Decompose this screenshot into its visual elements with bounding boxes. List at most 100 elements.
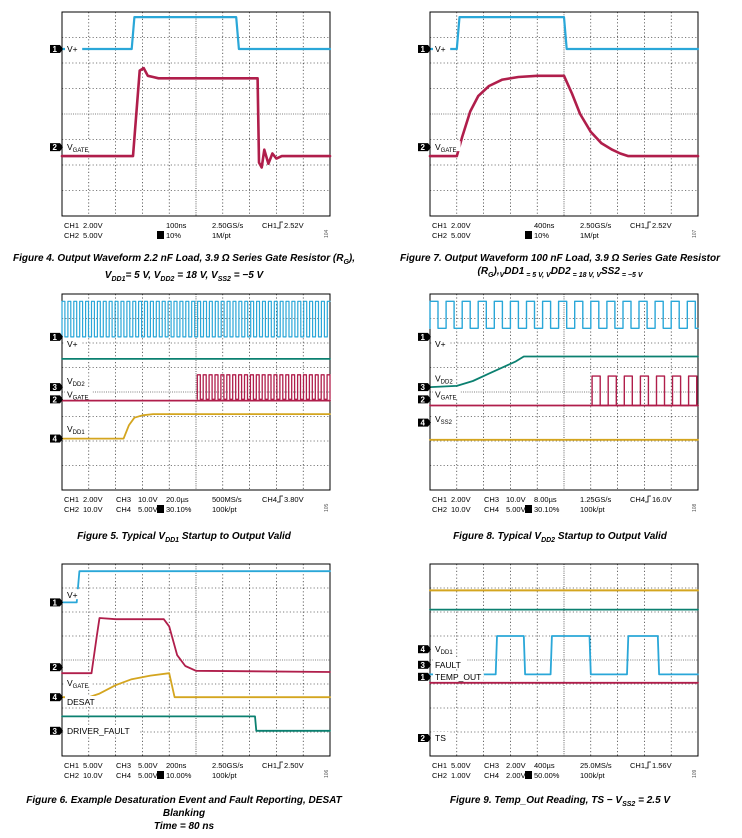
channel-label-background xyxy=(65,388,93,399)
channel-marker-number: 3 xyxy=(421,661,426,670)
caption-text: SS2 xyxy=(601,266,620,277)
status-readout: 2.00V xyxy=(506,771,526,780)
channel-marker-1 xyxy=(50,598,60,607)
channel-marker-number: 1 xyxy=(421,673,426,682)
graticule-frame xyxy=(61,11,331,217)
channel-label: VDD2 xyxy=(67,376,85,388)
grid xyxy=(62,12,330,216)
channel-label: V+ xyxy=(67,44,78,54)
status-readout: 5.00V xyxy=(138,771,158,780)
channel-marker-number: 1 xyxy=(53,598,58,607)
channel-marker-number: 2 xyxy=(421,734,426,743)
channel-label: DRIVER_FAULT xyxy=(67,726,130,736)
trigger-edge-icon xyxy=(277,761,283,769)
status-readout: 100k/pt xyxy=(580,771,606,780)
status-readout: 10.0V xyxy=(83,505,103,514)
channel-marker-arrow xyxy=(428,734,431,742)
caption-text: Time = 80 ns xyxy=(153,821,215,832)
trace-magenta-3 xyxy=(591,375,699,407)
trace-gold-4 xyxy=(61,413,331,440)
scope-plot-fig8: 1 3 2 4 V+ VDD2 VGATE VSS2 CH1 2.00V CH3 10.0V 8.00µ… xyxy=(418,293,699,514)
channel-label: VDD1 xyxy=(435,644,453,656)
caption-text: Figure 5. Typical V xyxy=(77,531,166,542)
graticule-frame xyxy=(429,293,699,491)
status-readout: 1M/pt xyxy=(212,231,232,240)
trace-magenta-3 xyxy=(196,374,331,400)
channel-marker-arrow xyxy=(60,693,63,702)
channel-marker-number: 1 xyxy=(53,333,58,342)
channel-label-background xyxy=(433,42,451,53)
status-readout: CH1 xyxy=(64,221,79,230)
status-readout: 100ns xyxy=(166,221,187,230)
channel-label-background xyxy=(65,338,83,349)
status-readout: CH1 xyxy=(262,761,277,770)
trigger-edge-icon xyxy=(277,495,283,503)
status-readout: 400ns xyxy=(534,221,555,230)
status-readout: 2.00V xyxy=(451,495,471,504)
caption-subscript: G xyxy=(488,272,494,279)
caption-subscript: = 5 V, V xyxy=(524,272,551,279)
status-readout: CH3 xyxy=(116,495,131,504)
status-readout: 10.0V xyxy=(83,771,103,780)
caption-text: Figure 4. Output Waveform 2.2 nF Load, 3… xyxy=(12,253,344,264)
channel-label-background xyxy=(433,643,457,654)
trace-magenta-1 xyxy=(428,74,700,158)
caption-subscript: DD1 xyxy=(111,276,126,283)
status-readout: 10% xyxy=(534,231,549,240)
channel-marker-number: 2 xyxy=(53,143,58,152)
status-readout: 2.52V xyxy=(284,221,304,230)
channel-marker-arrow xyxy=(428,143,431,152)
channel-marker-2 xyxy=(50,395,60,404)
status-readout: CH1 xyxy=(262,221,277,230)
caption-text: = 5 V, V xyxy=(125,270,161,281)
caption-text: = 2.5 V xyxy=(635,795,671,806)
status-readout: 100k/pt xyxy=(580,505,606,514)
status-readout: 16.0V xyxy=(652,495,672,504)
status-readout: 20.0µs xyxy=(166,495,189,504)
caption-text: Figure 7. Output Waveform 100 nF Load, 3… xyxy=(400,253,720,277)
caption-text: ), V xyxy=(104,253,356,281)
status-readout: 500MS/s xyxy=(212,495,242,504)
channel-marker-arrow xyxy=(60,44,63,53)
channel-marker-number: 2 xyxy=(421,143,426,152)
status-readout: 100k/pt xyxy=(212,505,238,514)
status-readout: 10.0V xyxy=(451,505,471,514)
channel-marker-number: 4 xyxy=(421,419,426,428)
status-readout: 10.0V xyxy=(138,495,158,504)
channel-label: TS xyxy=(435,733,446,743)
caption-text: Startup to Output Valid xyxy=(555,531,667,542)
status-readout: CH1 xyxy=(64,495,79,504)
status-readout: 1.25GS/s xyxy=(580,495,612,504)
channel-marker-arrow xyxy=(428,383,431,392)
trigger-position-icon xyxy=(157,231,164,239)
status-readout: 5.00V xyxy=(83,231,103,240)
status-readout: 5.00V xyxy=(451,761,471,770)
trace-teal-3 xyxy=(61,715,331,732)
channel-marker-arrow xyxy=(428,395,431,404)
figure-id: 104 xyxy=(324,229,330,238)
channel-label: VGATE xyxy=(67,678,89,690)
status-readout: CH4 xyxy=(484,771,499,780)
scope-plot-fig9: 4 3 1 2 VDD1 FAULT TEMP_OUT TS CH1 5.00V CH3 2.00V 4… xyxy=(418,563,699,780)
status-readout: 1M/pt xyxy=(580,231,600,240)
caption-fig4: Figure 4. Output Waveform 2.2 nF Load, 3… xyxy=(12,252,356,286)
channel-marker-arrow xyxy=(428,645,431,654)
channel-marker-number: 1 xyxy=(421,333,426,342)
channel-marker-arrow xyxy=(428,332,431,341)
status-readout: CH4 xyxy=(484,505,499,514)
trigger-edge-icon xyxy=(277,221,283,229)
channel-label: VDD2 xyxy=(435,374,453,386)
channel-label-background xyxy=(433,372,457,383)
status-readout: 30.10% xyxy=(534,505,560,514)
caption-text: DD2 xyxy=(550,266,571,277)
graticule-frame xyxy=(429,563,699,757)
status-readout: CH2 xyxy=(432,771,447,780)
status-readout: CH2 xyxy=(432,231,447,240)
trace-cyan-0 xyxy=(428,16,700,51)
caption-subscript: G xyxy=(343,259,349,266)
channel-marker-2 xyxy=(50,143,60,152)
channel-marker-2 xyxy=(50,663,60,672)
status-readout: 1.56V xyxy=(652,761,672,770)
channel-marker-arrow xyxy=(428,44,431,53)
channel-marker-arrow xyxy=(428,418,431,427)
